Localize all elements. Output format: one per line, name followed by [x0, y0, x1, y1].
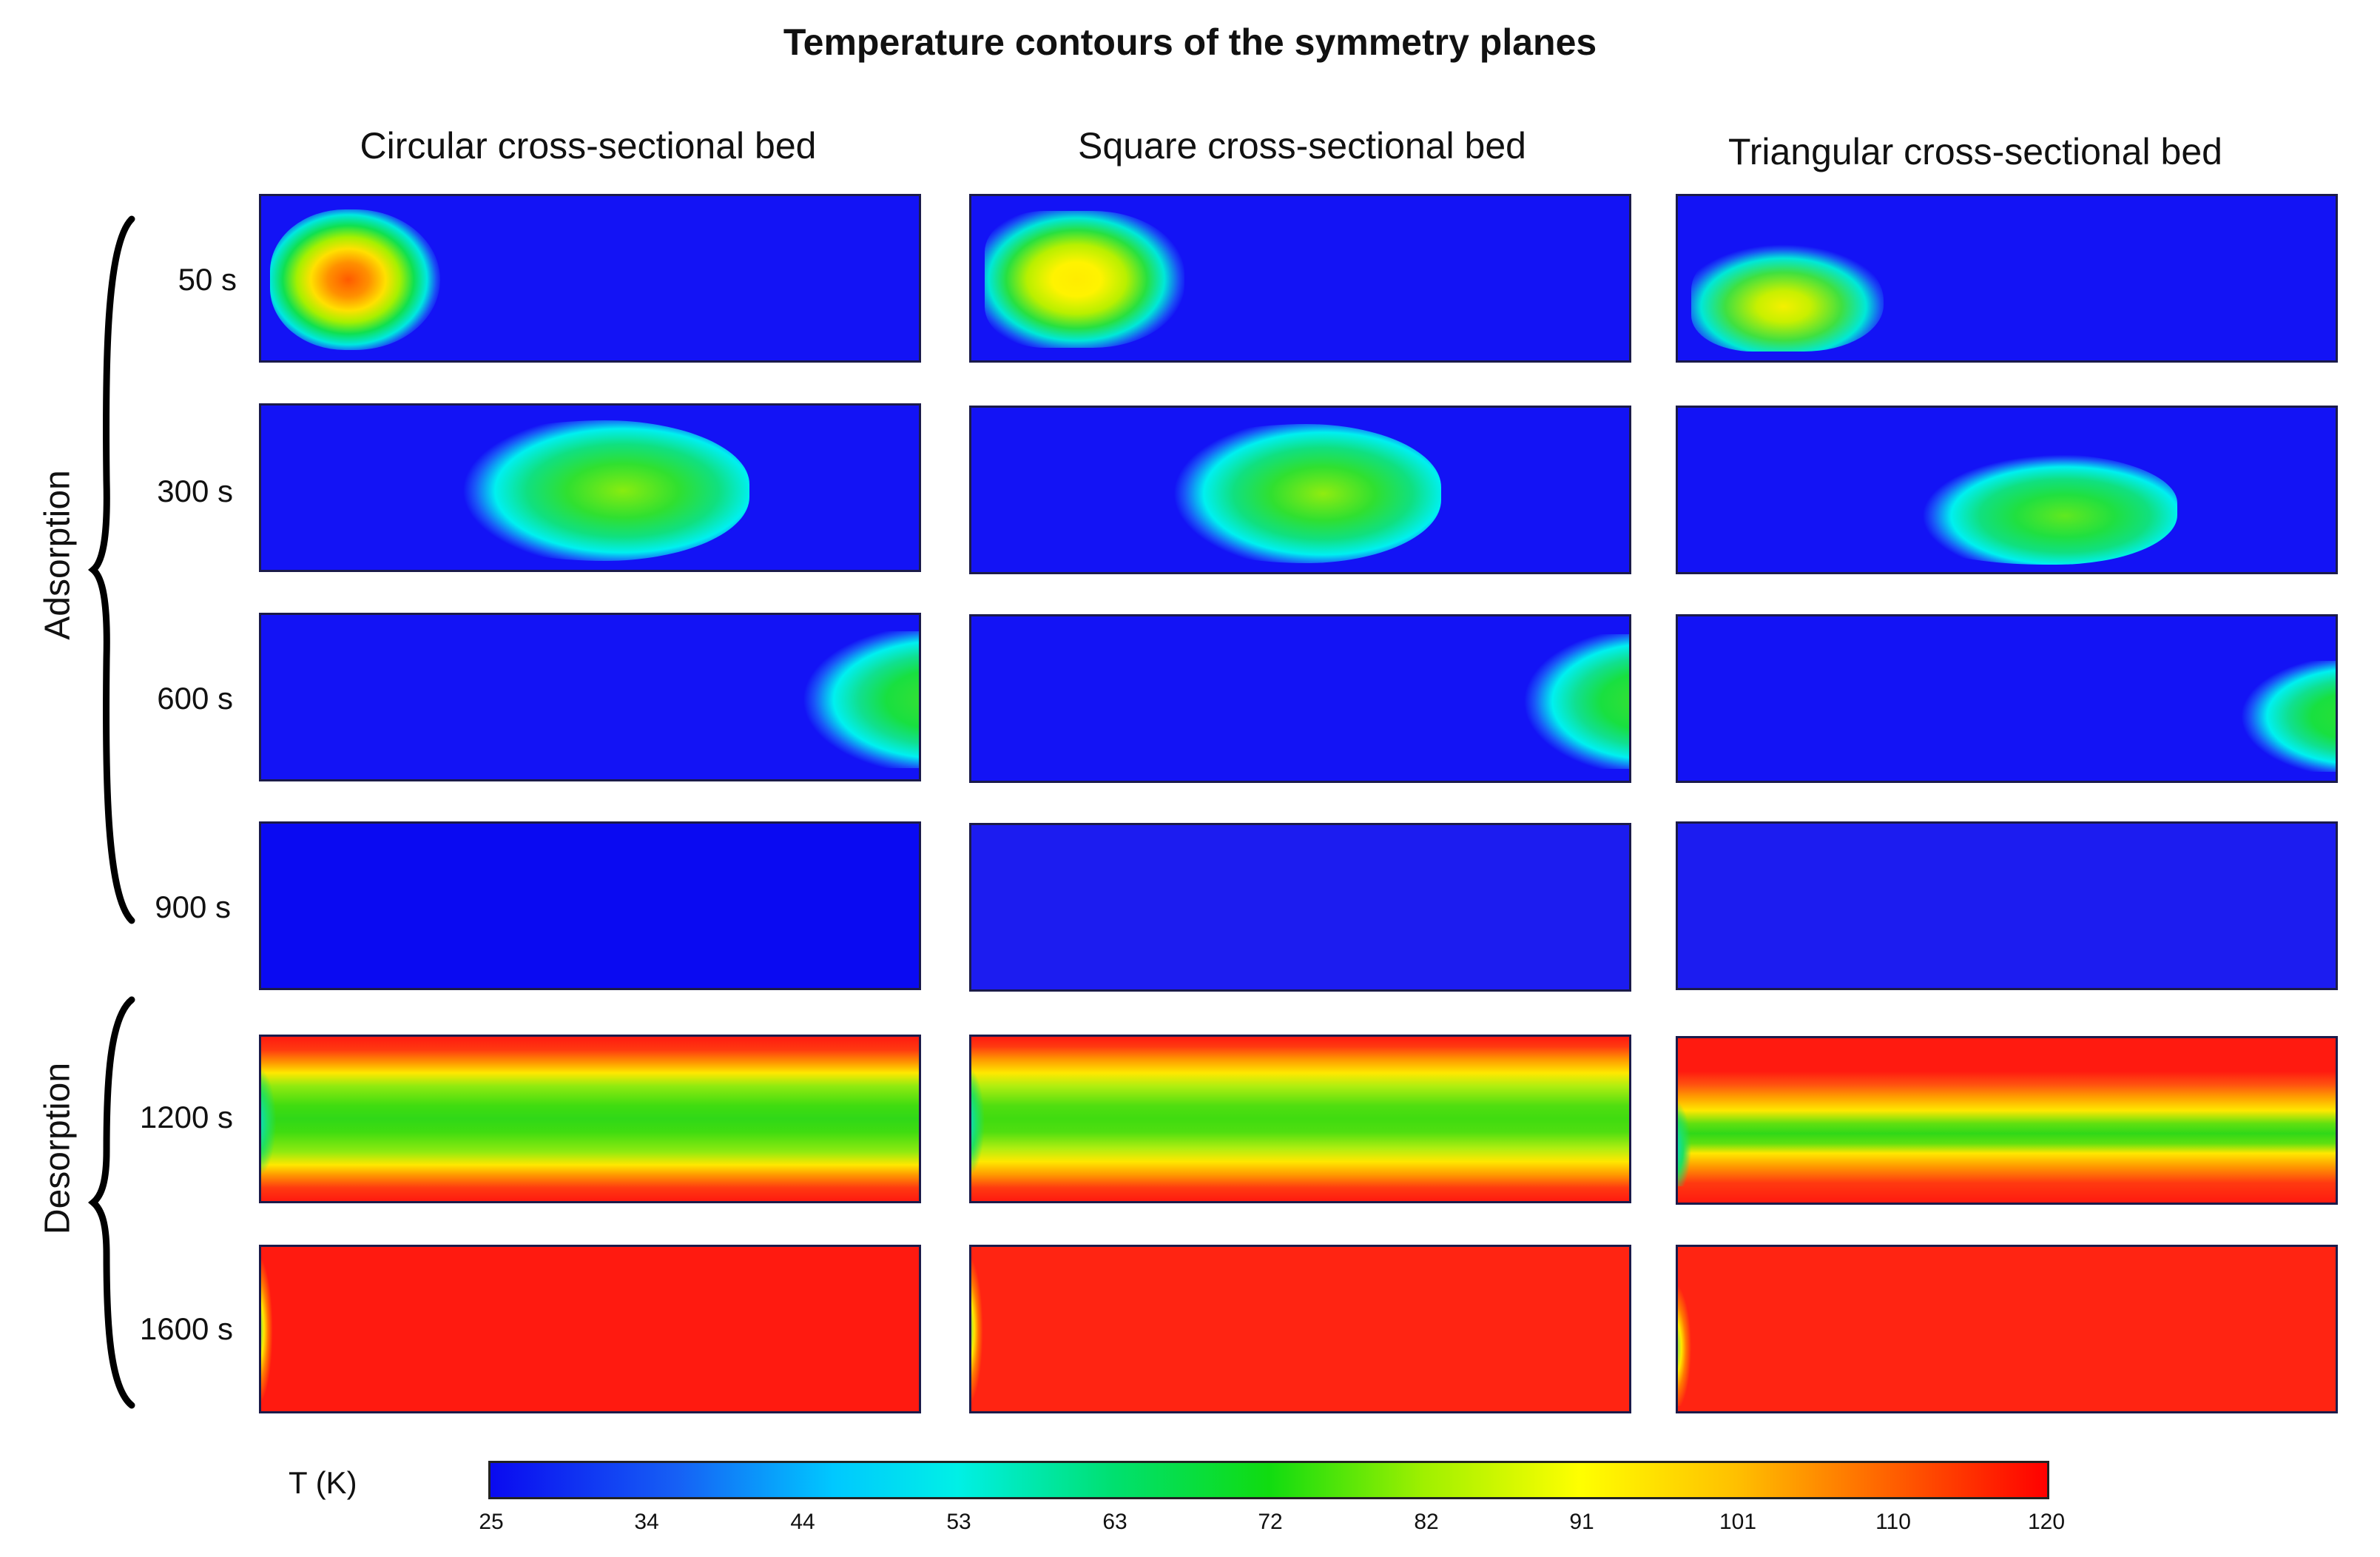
group-label-adsorption: Adsorption — [38, 470, 78, 640]
column-title-circular: Circular cross-sectional bed — [360, 125, 817, 167]
colorbar-tick: 34 — [634, 1510, 659, 1534]
colorbar-tick: 91 — [1569, 1510, 1594, 1534]
panel-circular-1600s — [259, 1245, 921, 1413]
panel-triangular-1200s — [1676, 1036, 2338, 1205]
colorbar-tick: 101 — [1719, 1510, 1757, 1534]
panel-circular-900s — [259, 821, 921, 990]
panel-triangular-600s — [1676, 614, 2338, 783]
row-label-900s: 900 s — [155, 890, 231, 924]
panel-circular-1200s — [259, 1035, 921, 1203]
desorption-brace — [87, 996, 135, 1409]
colorbar-tick: 25 — [479, 1510, 504, 1534]
adsorption-brace — [87, 215, 135, 924]
row-label-50s: 50 s — [178, 262, 237, 297]
colorbar-tick: 44 — [790, 1510, 815, 1534]
panel-circular-600s — [259, 613, 921, 781]
row-label-600s: 600 s — [157, 681, 233, 716]
row-label-300s: 300 s — [157, 474, 233, 508]
row-label-1600s: 1600 s — [139, 1311, 233, 1346]
panel-triangular-50s — [1676, 194, 2338, 363]
panel-square-50s — [969, 194, 1631, 363]
panel-triangular-900s — [1676, 821, 2338, 990]
column-title-square: Square cross-sectional bed — [1078, 125, 1526, 167]
panel-circular-300s — [259, 403, 921, 572]
panel-circular-50s — [259, 194, 921, 363]
colorbar-tick: 110 — [1875, 1510, 1911, 1534]
panel-square-1600s — [969, 1245, 1631, 1413]
temperature-colorbar — [488, 1461, 2049, 1499]
panel-square-600s — [969, 614, 1631, 783]
colorbar-tick: 82 — [1414, 1510, 1439, 1534]
panel-triangular-300s — [1676, 406, 2338, 574]
column-title-triangular: Triangular cross-sectional bed — [1728, 131, 2222, 172]
colorbar-tick: 72 — [1258, 1510, 1283, 1534]
colorbar-tick: 120 — [2027, 1510, 2066, 1534]
row-label-1200s: 1200 s — [139, 1100, 233, 1134]
colorbar-label: T (K) — [289, 1465, 357, 1500]
panel-square-1200s — [969, 1035, 1631, 1203]
group-label-desorption: Desorption — [38, 1062, 78, 1235]
panel-square-300s — [969, 406, 1631, 574]
colorbar-tick: 53 — [946, 1510, 971, 1534]
panel-square-900s — [969, 823, 1631, 992]
panel-triangular-1600s — [1676, 1245, 2338, 1413]
figure-title: Temperature contours of the symmetry pla… — [783, 21, 1597, 63]
colorbar-tick: 63 — [1102, 1510, 1127, 1534]
